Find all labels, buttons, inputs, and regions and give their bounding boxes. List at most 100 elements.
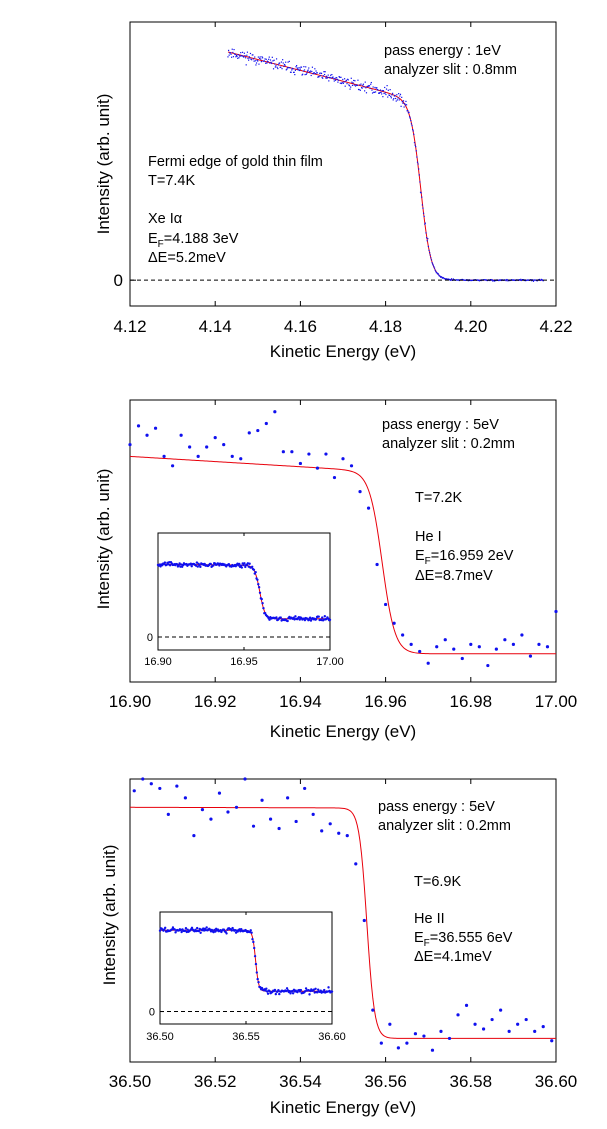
data-point bbox=[500, 279, 502, 281]
data-point bbox=[392, 621, 396, 625]
data-point bbox=[294, 69, 296, 71]
data-point bbox=[450, 278, 452, 281]
data-point bbox=[209, 817, 213, 821]
data-point bbox=[175, 784, 179, 788]
data-point bbox=[419, 181, 421, 183]
data-point bbox=[302, 73, 304, 75]
inset-data-point bbox=[317, 615, 320, 618]
annotation-pass-energy: pass energy : 5eV bbox=[378, 799, 495, 815]
data-point bbox=[412, 128, 414, 131]
data-point bbox=[374, 91, 377, 93]
data-point bbox=[326, 77, 328, 79]
data-point bbox=[289, 67, 291, 69]
data-point bbox=[438, 275, 440, 277]
inset-data-point bbox=[168, 560, 171, 564]
data-point bbox=[422, 207, 424, 209]
data-point bbox=[295, 66, 297, 68]
data-point bbox=[379, 1041, 383, 1045]
data-point bbox=[357, 88, 360, 91]
data-point bbox=[474, 279, 476, 281]
data-point bbox=[283, 63, 286, 66]
data-point bbox=[268, 58, 270, 60]
data-point bbox=[395, 100, 397, 102]
data-point bbox=[398, 99, 400, 101]
data-point bbox=[158, 786, 162, 791]
data-point bbox=[284, 64, 286, 66]
data-point bbox=[542, 280, 544, 282]
data-point bbox=[366, 85, 368, 88]
data-point bbox=[304, 73, 306, 76]
data-point bbox=[327, 74, 329, 76]
data-point bbox=[300, 66, 303, 68]
inset-data-point bbox=[291, 992, 295, 995]
data-point bbox=[433, 266, 435, 268]
data-point bbox=[507, 1029, 511, 1033]
data-point bbox=[539, 279, 541, 282]
x-axis-label: Kinetic Energy (eV) bbox=[270, 722, 416, 741]
data-point bbox=[262, 57, 264, 59]
data-point bbox=[432, 264, 434, 266]
data-point bbox=[511, 642, 515, 647]
data-point bbox=[243, 52, 245, 54]
data-point bbox=[484, 279, 486, 281]
data-point bbox=[268, 817, 273, 821]
inset-data-point bbox=[196, 565, 199, 568]
data-point bbox=[323, 71, 325, 73]
inset-data-point bbox=[178, 562, 181, 565]
inset-data-point bbox=[286, 619, 289, 623]
inset-data-point bbox=[248, 562, 251, 565]
data-point bbox=[492, 280, 495, 282]
data-point bbox=[316, 72, 318, 74]
y-axis-label: Intensity (arb. unit) bbox=[94, 469, 113, 610]
data-point bbox=[520, 279, 522, 282]
data-point bbox=[309, 70, 312, 72]
inset-data-point bbox=[205, 926, 208, 929]
data-point bbox=[414, 144, 416, 146]
data-point bbox=[391, 94, 393, 96]
inset-data-point bbox=[195, 926, 199, 930]
x-tick-label: 4.22 bbox=[539, 317, 572, 336]
data-point bbox=[436, 273, 439, 275]
y-tick-label: 0 bbox=[149, 1007, 155, 1019]
data-point bbox=[518, 279, 521, 281]
data-point bbox=[254, 60, 256, 62]
annotation-temperature: T=7.4K bbox=[148, 173, 195, 189]
data-point bbox=[431, 262, 433, 264]
data-point bbox=[371, 1008, 375, 1012]
data-point bbox=[317, 76, 320, 78]
data-point bbox=[382, 90, 385, 92]
data-point bbox=[531, 280, 533, 282]
data-point bbox=[256, 428, 260, 433]
inset-data-point bbox=[243, 562, 246, 565]
annotation-sample: Fermi edge of gold thin film bbox=[148, 154, 323, 170]
x-tick-label: 16.90 bbox=[144, 656, 172, 668]
data-point bbox=[505, 280, 507, 282]
data-point bbox=[359, 84, 361, 86]
data-point bbox=[554, 609, 558, 614]
inset-data-point bbox=[255, 971, 258, 974]
data-point bbox=[311, 812, 315, 816]
data-point bbox=[128, 443, 132, 447]
inset-data-point bbox=[179, 565, 182, 568]
data-point bbox=[342, 78, 344, 81]
data-point bbox=[309, 71, 311, 73]
data-point bbox=[486, 663, 490, 668]
data-point bbox=[347, 79, 349, 81]
y-axis-label: Intensity (arb. unit) bbox=[94, 94, 113, 235]
data-point bbox=[200, 808, 205, 812]
data-point bbox=[471, 279, 473, 281]
data-point bbox=[311, 66, 314, 68]
inset-data-point bbox=[298, 618, 301, 621]
data-point bbox=[381, 89, 383, 92]
inset-data-point bbox=[258, 591, 262, 594]
inset-data-point bbox=[195, 929, 198, 933]
inset-data-point bbox=[261, 602, 264, 605]
data-point bbox=[520, 633, 524, 637]
data-point bbox=[232, 51, 234, 54]
data-point bbox=[322, 75, 324, 77]
data-point bbox=[423, 215, 425, 217]
data-point bbox=[458, 279, 460, 281]
data-point bbox=[478, 280, 481, 282]
data-point bbox=[276, 66, 278, 68]
data-point bbox=[328, 80, 330, 82]
